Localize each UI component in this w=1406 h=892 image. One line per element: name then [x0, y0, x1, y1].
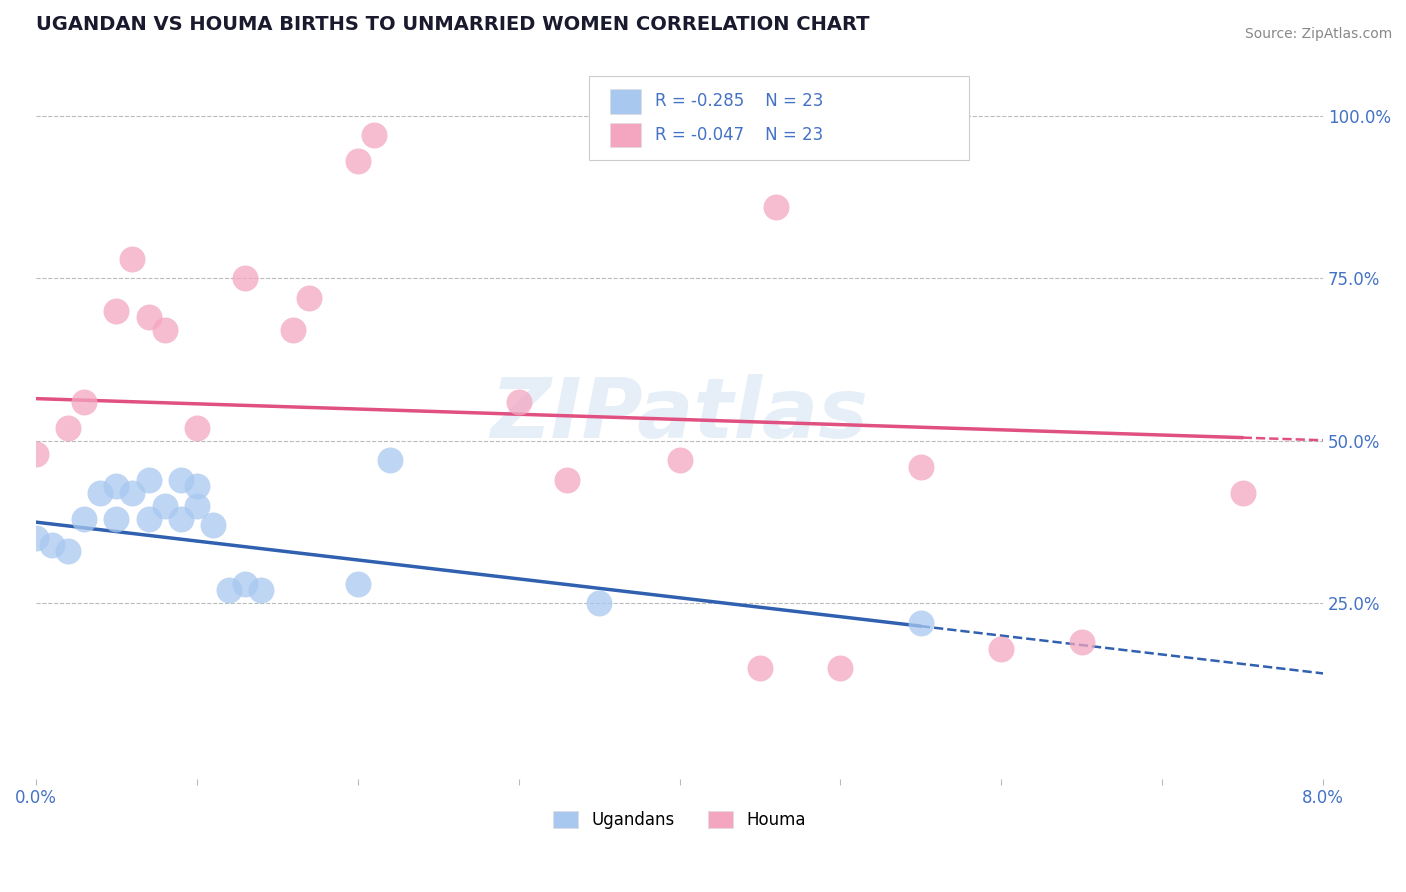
Text: ZIPatlas: ZIPatlas [491, 375, 869, 456]
Point [346, 154, 368, 169]
Point [233, 271, 256, 285]
FancyBboxPatch shape [610, 122, 641, 147]
Point [588, 596, 610, 610]
Point [363, 128, 385, 143]
Point [105, 512, 128, 526]
Point [41, 538, 63, 552]
Point [153, 499, 176, 513]
Point [298, 291, 321, 305]
FancyBboxPatch shape [610, 89, 641, 114]
Point [170, 512, 193, 526]
Point [1232, 486, 1254, 500]
Point [749, 661, 772, 675]
Text: UGANDAN VS HOUMA BIRTHS TO UNMARRIED WOMEN CORRELATION CHART: UGANDAN VS HOUMA BIRTHS TO UNMARRIED WOM… [37, 15, 869, 34]
Point [910, 459, 932, 474]
Point [201, 518, 224, 533]
Point [990, 641, 1012, 656]
Point [508, 395, 530, 409]
Text: R = -0.047    N = 23: R = -0.047 N = 23 [655, 126, 824, 144]
FancyBboxPatch shape [589, 77, 969, 160]
Point [186, 421, 208, 435]
Point [765, 200, 787, 214]
Legend: Ugandans, Houma: Ugandans, Houma [547, 805, 813, 836]
Point [138, 310, 160, 325]
Point [56, 421, 79, 435]
Point [250, 583, 273, 598]
Point [555, 473, 578, 487]
Point [73, 512, 96, 526]
Point [170, 473, 193, 487]
Point [283, 323, 305, 337]
Point [56, 544, 79, 558]
Point [105, 479, 128, 493]
Point [910, 615, 932, 630]
Point [153, 323, 176, 337]
Point [233, 577, 256, 591]
Point [138, 473, 160, 487]
Text: Source: ZipAtlas.com: Source: ZipAtlas.com [1244, 27, 1392, 41]
Point [25, 532, 48, 546]
Point [121, 252, 143, 266]
Point [73, 395, 96, 409]
Point [830, 661, 852, 675]
Point [186, 499, 208, 513]
Point [378, 453, 401, 467]
Point [25, 447, 48, 461]
Point [105, 304, 128, 318]
Point [138, 512, 160, 526]
Point [218, 583, 240, 598]
Point [121, 486, 143, 500]
Text: R = -0.285    N = 23: R = -0.285 N = 23 [655, 93, 824, 111]
Point [346, 577, 368, 591]
Point [668, 453, 690, 467]
Point [186, 479, 208, 493]
Point [89, 486, 111, 500]
Point [1070, 635, 1092, 649]
